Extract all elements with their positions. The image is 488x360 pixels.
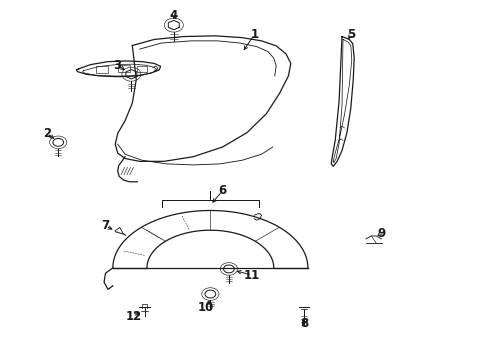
- Text: 5: 5: [346, 28, 354, 41]
- Text: 8: 8: [299, 317, 307, 330]
- Text: 3: 3: [113, 59, 122, 72]
- Text: 6: 6: [218, 184, 226, 197]
- Bar: [96, 66, 108, 73]
- Text: 12: 12: [125, 310, 141, 324]
- Text: 2: 2: [43, 127, 51, 140]
- Text: 9: 9: [376, 226, 385, 239]
- Text: 4: 4: [169, 9, 178, 22]
- Text: 1: 1: [250, 28, 258, 41]
- Bar: [137, 66, 147, 72]
- Text: 11: 11: [243, 269, 260, 282]
- Text: 7: 7: [102, 219, 109, 233]
- Bar: [118, 65, 130, 72]
- Text: 10: 10: [197, 301, 213, 314]
